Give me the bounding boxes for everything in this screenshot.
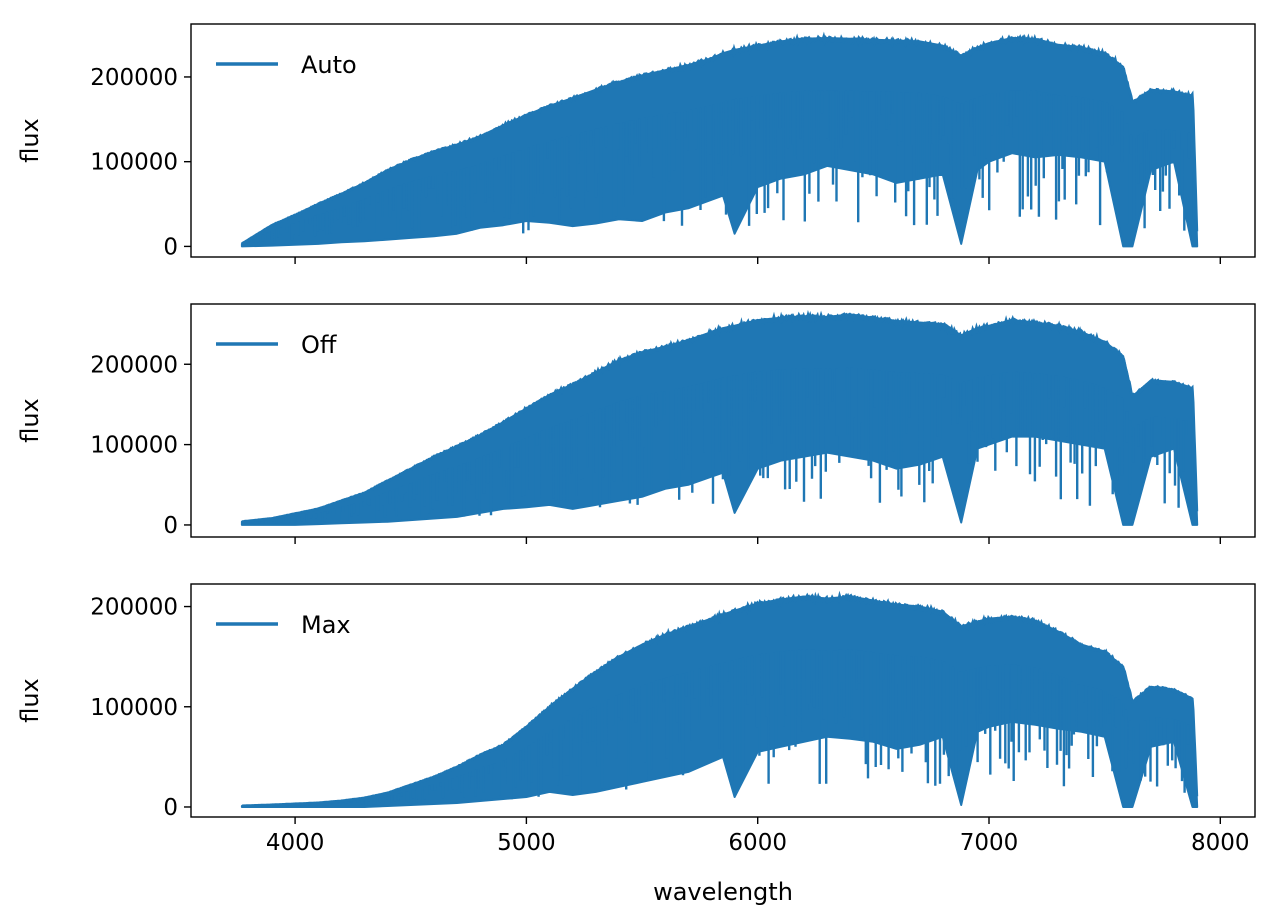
legend-label: Off <box>301 331 337 359</box>
y-tick-label: 200000 <box>90 65 178 91</box>
x-tick-label: 6000 <box>728 830 787 856</box>
y-tick-label: 200000 <box>90 595 178 621</box>
legend-label: Max <box>301 611 351 639</box>
x-tick-label: 4000 <box>266 830 325 856</box>
legend-label: Auto <box>301 51 357 79</box>
legend: Off <box>216 331 337 359</box>
panel-3: 4000 5000 6000 7000 8000 0 100000 200000 flux wav… <box>16 583 1256 906</box>
y-tick-label: 0 <box>163 513 178 539</box>
plot-frame <box>190 303 1256 538</box>
x-tick-label: 5000 <box>497 830 556 856</box>
series-1-lines <box>245 90 1196 244</box>
plot-area <box>240 309 1199 526</box>
y-tick-label: 100000 <box>90 150 178 176</box>
y-tick-label: 200000 <box>90 352 178 378</box>
panel-1: 0 100000 200000 flux Auto <box>16 23 1256 264</box>
y-tick-label: 0 <box>163 795 178 821</box>
y-tick-label: 0 <box>163 234 178 260</box>
y-axis-label: flux <box>16 118 44 163</box>
y-tick-label: 100000 <box>90 433 178 459</box>
y-axis-label: flux <box>16 398 44 443</box>
series-1-line <box>241 309 1199 524</box>
x-tick-label: 7000 <box>960 830 1019 856</box>
plot-area <box>240 31 1199 248</box>
panel-2: 0 100000 200000 flux Off <box>16 303 1256 544</box>
x-tick-label: 8000 <box>1191 830 1250 856</box>
plot-area <box>240 590 1199 808</box>
plot-frame <box>190 583 1256 818</box>
series-1-line <box>241 590 1199 808</box>
y-axis-label: flux <box>16 678 44 723</box>
x-axis-label: wavelength <box>653 878 793 906</box>
y-tick-label: 100000 <box>90 695 178 721</box>
series-1-line <box>241 31 1199 246</box>
legend: Auto <box>216 51 357 79</box>
legend: Max <box>216 611 351 639</box>
plot-frame <box>190 23 1256 258</box>
